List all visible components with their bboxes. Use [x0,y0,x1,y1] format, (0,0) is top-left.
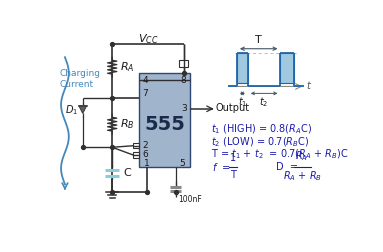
Text: Charging
Current: Charging Current [59,69,100,89]
Bar [139,73,190,167]
Text: 2: 2 [142,141,148,150]
Text: $t_1$: $t_1$ [238,96,247,109]
Text: $f$  =: $f$ = [212,161,231,173]
Text: T: T [230,170,236,180]
Bar [179,59,188,67]
Text: $t_1$ (HIGH) = 0.8($R_A$C): $t_1$ (HIGH) = 0.8($R_A$C) [211,123,312,136]
Text: 1: 1 [230,153,236,164]
Text: 100nF: 100nF [179,195,203,204]
Text: C: C [123,168,131,178]
Text: t: t [307,81,311,91]
Text: $V_{CC}$: $V_{CC}$ [137,32,158,46]
Text: Output: Output [215,103,249,113]
Text: 3: 3 [181,104,187,113]
Text: D  =: D = [277,162,298,172]
Text: 8: 8 [181,76,187,85]
Text: $D_1$: $D_1$ [65,103,79,117]
Text: 4: 4 [142,76,148,85]
Text: 5: 5 [179,159,185,168]
Text: 7: 7 [142,89,148,98]
Text: T = $t_1$ + $t_2$  = 0.7($R_A$ + $R_B$)C: T = $t_1$ + $t_2$ = 0.7($R_A$ + $R_B$)C [211,147,348,161]
Text: 6: 6 [142,150,148,160]
Bar [133,143,139,148]
Text: $t_2$ (LOW) = 0.7($R_B$C): $t_2$ (LOW) = 0.7($R_B$C) [211,135,309,149]
Polygon shape [79,106,87,113]
Text: $R_A$: $R_A$ [295,150,308,164]
Text: $R_A$: $R_A$ [120,60,134,74]
Bar [133,152,139,158]
Text: 555: 555 [144,115,185,134]
Text: $R_B$: $R_B$ [120,117,134,131]
Bar [280,53,294,83]
Bar [237,53,248,83]
Text: $R_A$ + $R_B$: $R_A$ + $R_B$ [283,170,322,183]
Text: 1: 1 [144,159,150,168]
Text: $t_2$: $t_2$ [259,96,269,109]
Text: T: T [255,35,262,45]
